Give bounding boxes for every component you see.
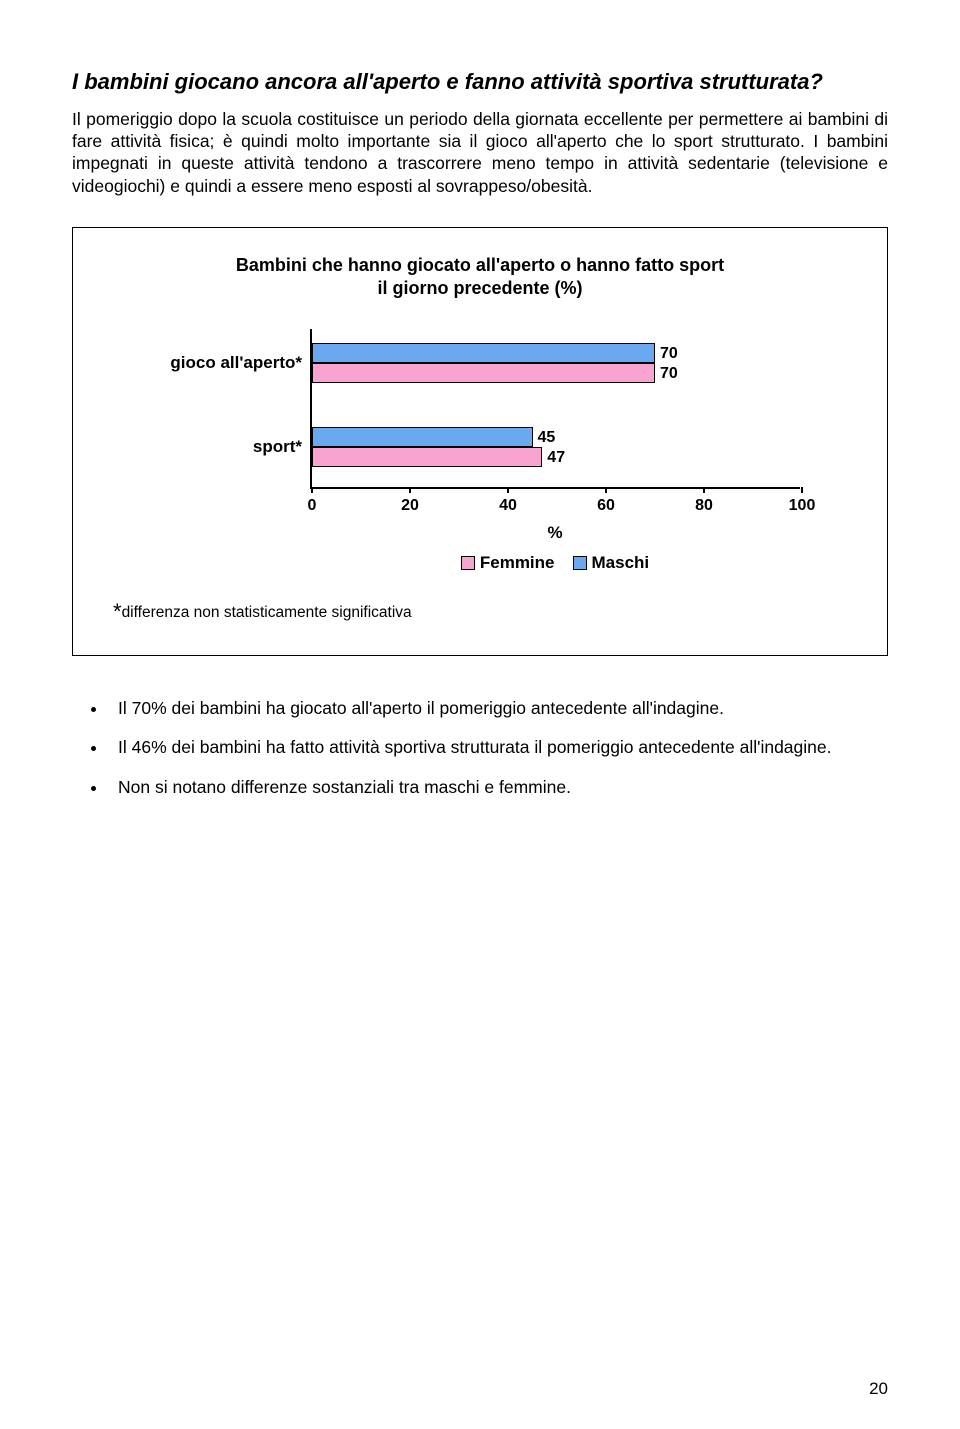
bar-value-label: 45 [532, 428, 556, 448]
bullet-item: Il 46% dei bambini ha fatto attività spo… [108, 731, 888, 764]
footnote-text: differenza non statisticamente significa… [122, 604, 412, 621]
x-tick-label: 20 [401, 497, 419, 515]
chart-legend: Femmine Maschi [310, 553, 800, 573]
x-tick [507, 487, 509, 493]
x-tick-label: 60 [597, 497, 615, 515]
legend-swatch [461, 556, 475, 570]
legend-item: Femmine [461, 553, 555, 573]
footnote-asterisk: * [113, 599, 122, 624]
chart-title-line1: Bambini che hanno giocato all'aperto o h… [236, 255, 724, 275]
legend-label: Femmine [480, 553, 555, 573]
x-tick-label: 80 [695, 497, 713, 515]
chart-container: Bambini che hanno giocato all'aperto o h… [72, 227, 888, 656]
bar-value-label: 70 [654, 344, 678, 364]
page-number: 20 [869, 1379, 888, 1399]
legend-item: Maschi [573, 553, 650, 573]
x-tick [311, 487, 313, 493]
x-tick-label: 0 [308, 497, 317, 515]
x-tick [409, 487, 411, 493]
intro-paragraph: Il pomeriggio dopo la scuola costituisce… [72, 108, 888, 198]
x-axis-label: % [310, 523, 800, 543]
x-tick-label: 40 [499, 497, 517, 515]
x-tick-label: 100 [789, 497, 816, 515]
x-tick [801, 487, 803, 493]
bar: 45 [312, 427, 533, 447]
bullet-item: Il 70% dei bambini ha giocato all'aperto… [108, 692, 888, 725]
bar: 70 [312, 343, 655, 363]
bar: 47 [312, 447, 542, 467]
legend-swatch [573, 556, 587, 570]
x-tick [605, 487, 607, 493]
chart-title: Bambini che hanno giocato all'aperto o h… [113, 254, 847, 299]
chart-footnote: *differenza non statisticamente signific… [113, 599, 847, 625]
bar-value-label: 47 [541, 448, 565, 468]
bullet-item: Non si notano differenze sostanziali tra… [108, 771, 888, 804]
bar-value-label: 70 [654, 364, 678, 384]
bar: 70 [312, 363, 655, 383]
category-label: sport* [253, 437, 312, 457]
page-heading: I bambini giocano ancora all'aperto e fa… [72, 68, 888, 96]
chart-plot: 020406080100gioco all'aperto*7070sport*4… [310, 329, 800, 489]
chart-plot-area: 020406080100gioco all'aperto*7070sport*4… [160, 329, 800, 573]
category-label: gioco all'aperto* [170, 353, 312, 373]
x-tick [703, 487, 705, 493]
legend-label: Maschi [592, 553, 650, 573]
bullet-list: Il 70% dei bambini ha giocato all'aperto… [72, 692, 888, 804]
chart-title-line2: il giorno precedente (%) [377, 278, 582, 298]
